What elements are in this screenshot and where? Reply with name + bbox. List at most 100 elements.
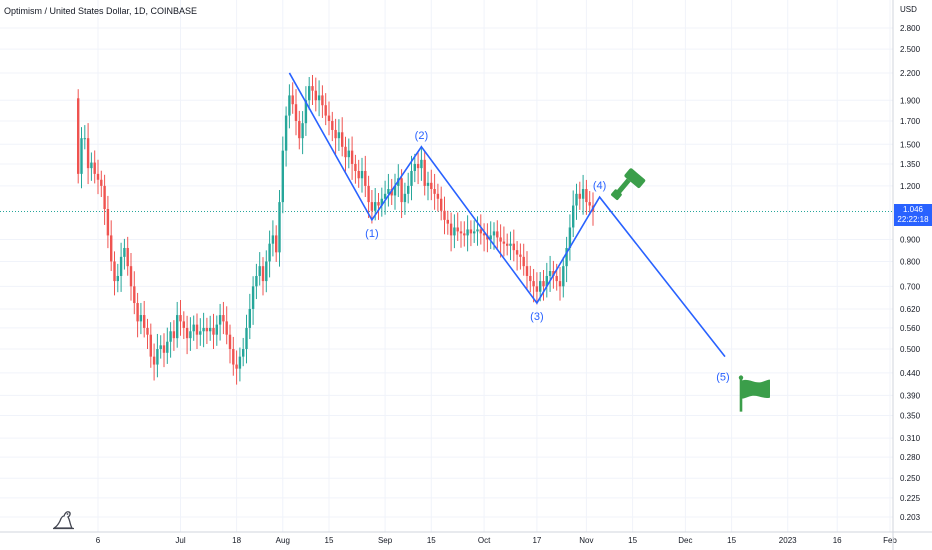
candle-body bbox=[585, 189, 588, 203]
candle-body bbox=[446, 219, 449, 224]
last-price-value: 1.046 bbox=[902, 205, 924, 214]
candle-body bbox=[532, 281, 535, 287]
x-tick-label: 15 bbox=[325, 536, 334, 545]
x-tick-label: 6 bbox=[96, 536, 101, 545]
candle-body bbox=[129, 266, 133, 287]
x-tick-label: Oct bbox=[478, 536, 491, 545]
candle-body bbox=[512, 243, 515, 251]
y-tick-label: 0.700 bbox=[900, 282, 921, 291]
candle-body bbox=[225, 321, 228, 335]
candle-body bbox=[321, 95, 324, 106]
candle-body bbox=[169, 331, 172, 342]
y-tick-label: 0.280 bbox=[900, 453, 921, 462]
candle-body bbox=[347, 150, 350, 158]
candle-body bbox=[499, 237, 502, 242]
y-tick-label: 0.250 bbox=[900, 474, 921, 483]
candle-body bbox=[548, 271, 552, 276]
candle-body bbox=[327, 115, 331, 121]
candle-body bbox=[360, 170, 364, 179]
candle-body bbox=[288, 95, 291, 116]
candle-body bbox=[96, 173, 100, 180]
candle-body bbox=[426, 182, 430, 186]
candle-body bbox=[242, 349, 245, 357]
candle-body bbox=[350, 150, 354, 164]
candle-body bbox=[162, 345, 166, 353]
candle-body bbox=[291, 95, 294, 105]
candle-body bbox=[261, 266, 265, 282]
candle-body bbox=[113, 261, 116, 282]
wave-label: (4) bbox=[593, 180, 606, 192]
candle-body bbox=[383, 193, 387, 199]
candle-body bbox=[195, 324, 199, 335]
candle-body bbox=[284, 115, 288, 151]
x-tick-label: 15 bbox=[628, 536, 637, 545]
hammer-grip bbox=[611, 189, 622, 200]
x-tick-label: 17 bbox=[532, 536, 541, 545]
candle-body bbox=[479, 229, 482, 234]
candle-body bbox=[469, 229, 473, 234]
x-tick-label: 2023 bbox=[779, 536, 797, 545]
tradingview-logo-icon[interactable] bbox=[52, 508, 76, 535]
candle-body bbox=[525, 266, 529, 276]
y-tick-label: 0.900 bbox=[900, 235, 921, 244]
candle-body bbox=[459, 231, 463, 234]
candle-body bbox=[588, 202, 591, 206]
candle-body bbox=[136, 303, 139, 322]
candle-body bbox=[407, 185, 410, 194]
x-tick-label: Nov bbox=[579, 536, 593, 545]
candle-body bbox=[205, 327, 209, 332]
candle-body bbox=[377, 202, 380, 206]
candle-body bbox=[149, 334, 152, 357]
y-tick-label: 0.310 bbox=[900, 434, 921, 443]
x-tick-label: Feb bbox=[883, 536, 897, 545]
candle-body bbox=[152, 356, 156, 365]
candle-body bbox=[387, 189, 390, 194]
candle-body bbox=[463, 233, 466, 236]
y-tick-label: 0.620 bbox=[900, 305, 921, 314]
y-tick-label: 1.500 bbox=[900, 140, 921, 149]
y-tick-label: 1.900 bbox=[900, 96, 921, 105]
flag-pole bbox=[739, 377, 743, 412]
candle-body bbox=[502, 241, 506, 244]
candle-body bbox=[403, 193, 407, 203]
candle-body bbox=[473, 231, 476, 234]
candle-body bbox=[453, 227, 456, 236]
candle-body bbox=[133, 286, 136, 304]
candle-body bbox=[575, 193, 578, 206]
candle-body bbox=[251, 286, 255, 309]
candle-body bbox=[106, 209, 110, 236]
candle-body bbox=[77, 98, 80, 174]
candle-body bbox=[103, 185, 106, 210]
candle-body bbox=[416, 163, 420, 169]
y-tick-label: 2.200 bbox=[900, 69, 921, 78]
candle-body bbox=[492, 231, 496, 236]
candle-body bbox=[301, 123, 304, 139]
candle-body bbox=[83, 138, 86, 140]
candle-body bbox=[357, 170, 360, 179]
candle-body bbox=[324, 105, 327, 116]
y-tick-label: 0.225 bbox=[900, 494, 921, 503]
candle-body bbox=[281, 150, 284, 203]
x-tick-label: 15 bbox=[427, 536, 436, 545]
candle-body bbox=[258, 266, 261, 276]
candle-body bbox=[215, 324, 218, 335]
y-tick-label: 0.800 bbox=[900, 257, 921, 266]
y-tick-label: 2.500 bbox=[900, 45, 921, 54]
y-tick-label: 1.200 bbox=[900, 182, 921, 191]
candle-body bbox=[565, 247, 568, 267]
candle-body bbox=[218, 315, 222, 325]
candle-body bbox=[317, 95, 321, 101]
candle-body bbox=[90, 162, 93, 169]
candle-body bbox=[86, 138, 90, 169]
candle-body bbox=[519, 254, 522, 257]
candle-body bbox=[390, 189, 393, 196]
candle-body bbox=[314, 90, 317, 101]
candle-body bbox=[179, 315, 182, 322]
candle-body bbox=[80, 138, 83, 174]
candle-body bbox=[139, 315, 143, 322]
candle-body bbox=[423, 159, 426, 186]
candle-body bbox=[143, 315, 146, 328]
candle-body bbox=[413, 163, 416, 171]
